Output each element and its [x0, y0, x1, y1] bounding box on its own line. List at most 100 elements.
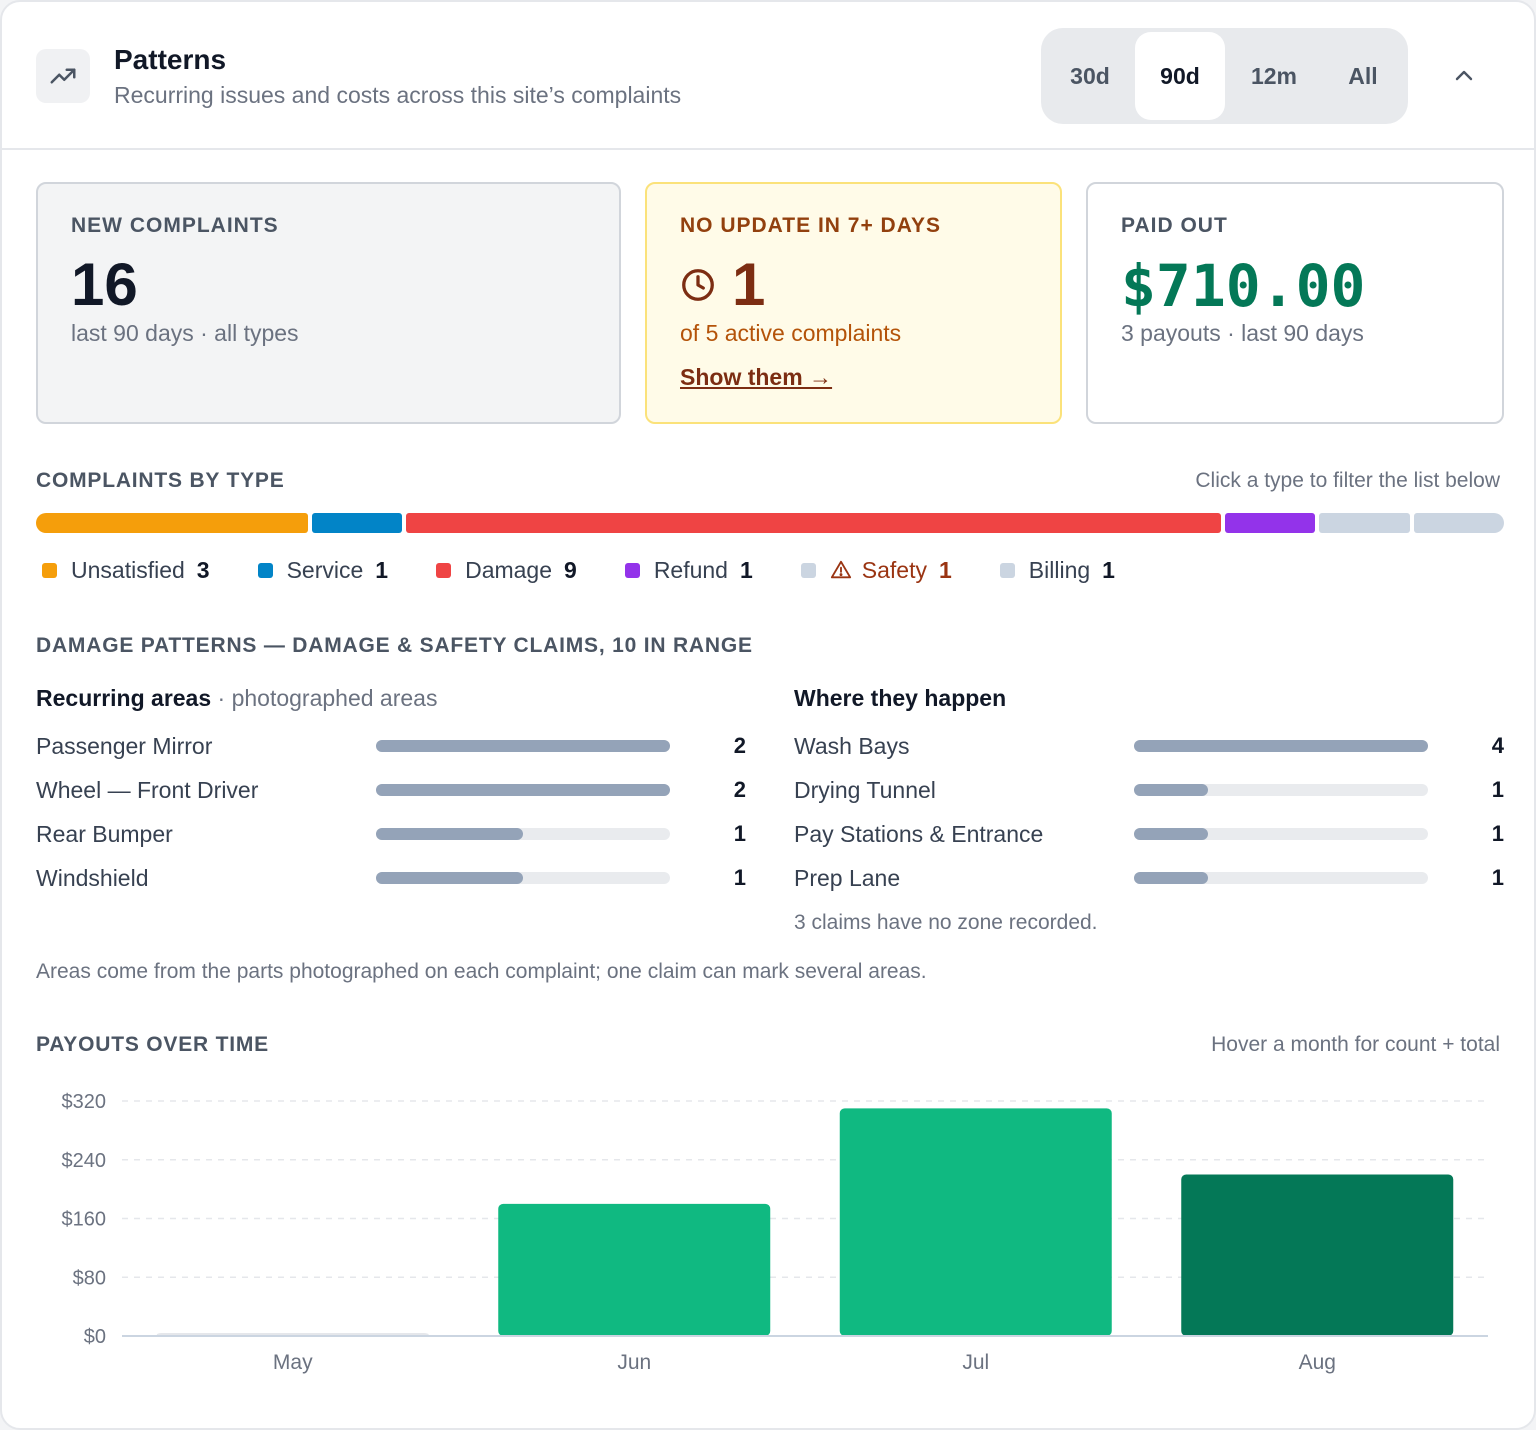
- zone-bar: [1134, 828, 1208, 840]
- y-tick-label: $240: [62, 1150, 107, 1172]
- area-label: Windshield: [36, 865, 149, 891]
- type-segment-damage[interactable]: [406, 513, 1221, 533]
- show-them-link[interactable]: Show them →: [680, 364, 833, 390]
- section-heading-damage: DAMAGE PATTERNS — DAMAGE & SAFETY CLAIMS…: [36, 634, 753, 657]
- legend-count: 9: [564, 556, 577, 583]
- type-distribution-bar: [36, 513, 1504, 533]
- zone-count: 1: [1491, 777, 1504, 802]
- area-bar: [376, 872, 523, 884]
- zone-note: 3 claims have no zone recorded.: [794, 911, 1098, 934]
- type-segment-refund[interactable]: [1224, 513, 1315, 533]
- area-count: 2: [733, 733, 746, 758]
- areas-footnote: Areas come from the parts photographed o…: [36, 960, 927, 983]
- stat-card-paid-out: PAID OUT $710.00 3 payouts · last 90 day…: [1086, 182, 1504, 424]
- zone-track: [1134, 828, 1428, 840]
- zone-count: 1: [1491, 821, 1504, 846]
- legend-item-refund[interactable]: Refund 1: [624, 556, 753, 584]
- section-hint-types: Click a type to filter the list below: [1195, 469, 1500, 492]
- zone-bar: [1134, 784, 1208, 796]
- area-track: [376, 828, 670, 840]
- area-track: [376, 872, 670, 884]
- area-count: 1: [733, 821, 746, 846]
- area-label: Rear Bumper: [36, 821, 173, 847]
- stat-subtext: last 90 days · all types: [71, 320, 299, 346]
- warning-icon: [830, 560, 851, 579]
- x-tick-label: Aug: [1299, 1351, 1336, 1374]
- legend-swatch: [999, 562, 1015, 578]
- range-button-30d[interactable]: 30d: [1070, 62, 1110, 89]
- legend-label: Billing: [1028, 556, 1091, 583]
- zone-bar: [1134, 740, 1428, 752]
- page-title: Patterns: [114, 44, 227, 75]
- type-segment-billing[interactable]: [1413, 513, 1504, 533]
- area-label: Wheel — Front Driver: [36, 777, 259, 803]
- legend-item-billing[interactable]: Billing 1: [999, 556, 1115, 584]
- zone-label: Wash Bays: [794, 733, 910, 759]
- area-count: 2: [733, 777, 746, 802]
- areas-title: Recurring areas: [36, 685, 212, 711]
- legend-label: Unsatisfied: [71, 556, 185, 583]
- range-button-90d[interactable]: 90d: [1135, 32, 1225, 120]
- section-hint-payouts: Hover a month for count + total: [1211, 1033, 1500, 1056]
- area-bar: [376, 740, 670, 752]
- x-tick-label: Jun: [617, 1351, 651, 1374]
- type-segment-service[interactable]: [311, 513, 402, 533]
- legend-label: Service: [286, 556, 364, 583]
- x-tick-label: May: [273, 1351, 313, 1374]
- stat-card-no-update: NO UPDATE IN 7+ DAYS 1 of 5 active compl…: [645, 182, 1062, 424]
- zone-label: Prep Lane: [794, 865, 901, 891]
- legend-count: 1: [375, 556, 389, 583]
- bar-aug[interactable]: [1181, 1174, 1454, 1336]
- legend-label: Safety: [861, 556, 927, 583]
- legend-item-damage[interactable]: Damage 9: [436, 557, 577, 584]
- zone-track: [1134, 784, 1428, 796]
- area-count: 1: [733, 865, 746, 890]
- stat-subtext: of 5 active complaints: [680, 320, 902, 346]
- legend-count: 1: [1102, 556, 1115, 583]
- legend-swatch: [436, 562, 452, 578]
- legend-item-safety[interactable]: Safety 1: [800, 556, 952, 584]
- type-segment-unsatisfied[interactable]: [36, 513, 308, 533]
- y-tick-label: $160: [62, 1209, 107, 1231]
- patterns-header: Patterns Recurring issues and costs acro…: [2, 2, 1534, 150]
- zone-count: 1: [1491, 865, 1504, 890]
- area-label: Passenger Mirror: [36, 733, 213, 759]
- stat-label: NO UPDATE IN 7+ DAYS: [680, 214, 941, 237]
- legend-swatch: [42, 562, 57, 578]
- stat-value: 16: [71, 251, 138, 318]
- bar-jun[interactable]: [498, 1203, 771, 1336]
- legend-swatch: [624, 562, 640, 578]
- zone-count: 4: [1491, 733, 1504, 758]
- area-track: [376, 740, 670, 752]
- page-subtitle: Recurring issues and costs across this s…: [114, 82, 682, 108]
- y-tick-label: $320: [62, 1091, 107, 1113]
- stat-label: PAID OUT: [1121, 214, 1228, 237]
- stat-label: NEW COMPLAINTS: [71, 214, 279, 237]
- zone-bar: [1134, 872, 1208, 884]
- bar-jul[interactable]: [839, 1108, 1112, 1336]
- range-button-all[interactable]: All: [1348, 62, 1378, 89]
- legend-count: 3: [196, 556, 210, 583]
- legend-count: 1: [739, 556, 753, 583]
- collapse-button[interactable]: [1444, 58, 1484, 94]
- area-bar: [376, 828, 523, 840]
- zone-track: [1134, 740, 1428, 752]
- legend-item-service[interactable]: Service 1: [257, 556, 389, 584]
- range-button-12m[interactable]: 12m: [1250, 62, 1298, 89]
- area-bar: [376, 784, 670, 796]
- stat-subtext: 3 payouts · last 90 days: [1121, 320, 1364, 346]
- zones-title: Where they happen: [794, 685, 1007, 711]
- trending-up-icon: [36, 49, 90, 103]
- range-selector: 30d 90d 12m All: [1041, 28, 1408, 124]
- y-tick-label: $80: [73, 1267, 106, 1289]
- stat-value: $710.00: [1121, 252, 1366, 320]
- type-segment-safety[interactable]: [1319, 513, 1410, 533]
- area-track: [376, 784, 670, 796]
- chevron-up-icon: [1455, 70, 1473, 81]
- stat-card-new-complaints: NEW COMPLAINTS 16 last 90 days · all typ…: [36, 182, 621, 424]
- legend-item-unsatisfied[interactable]: Unsatisfied 3: [42, 557, 210, 584]
- section-heading-payouts: PAYOUTS OVER TIME: [36, 1033, 269, 1056]
- type-legend: Unsatisfied 3 Service 1 Damage 9 Refund …: [42, 554, 1163, 586]
- areas-subtitle: · photographed areas: [217, 685, 438, 711]
